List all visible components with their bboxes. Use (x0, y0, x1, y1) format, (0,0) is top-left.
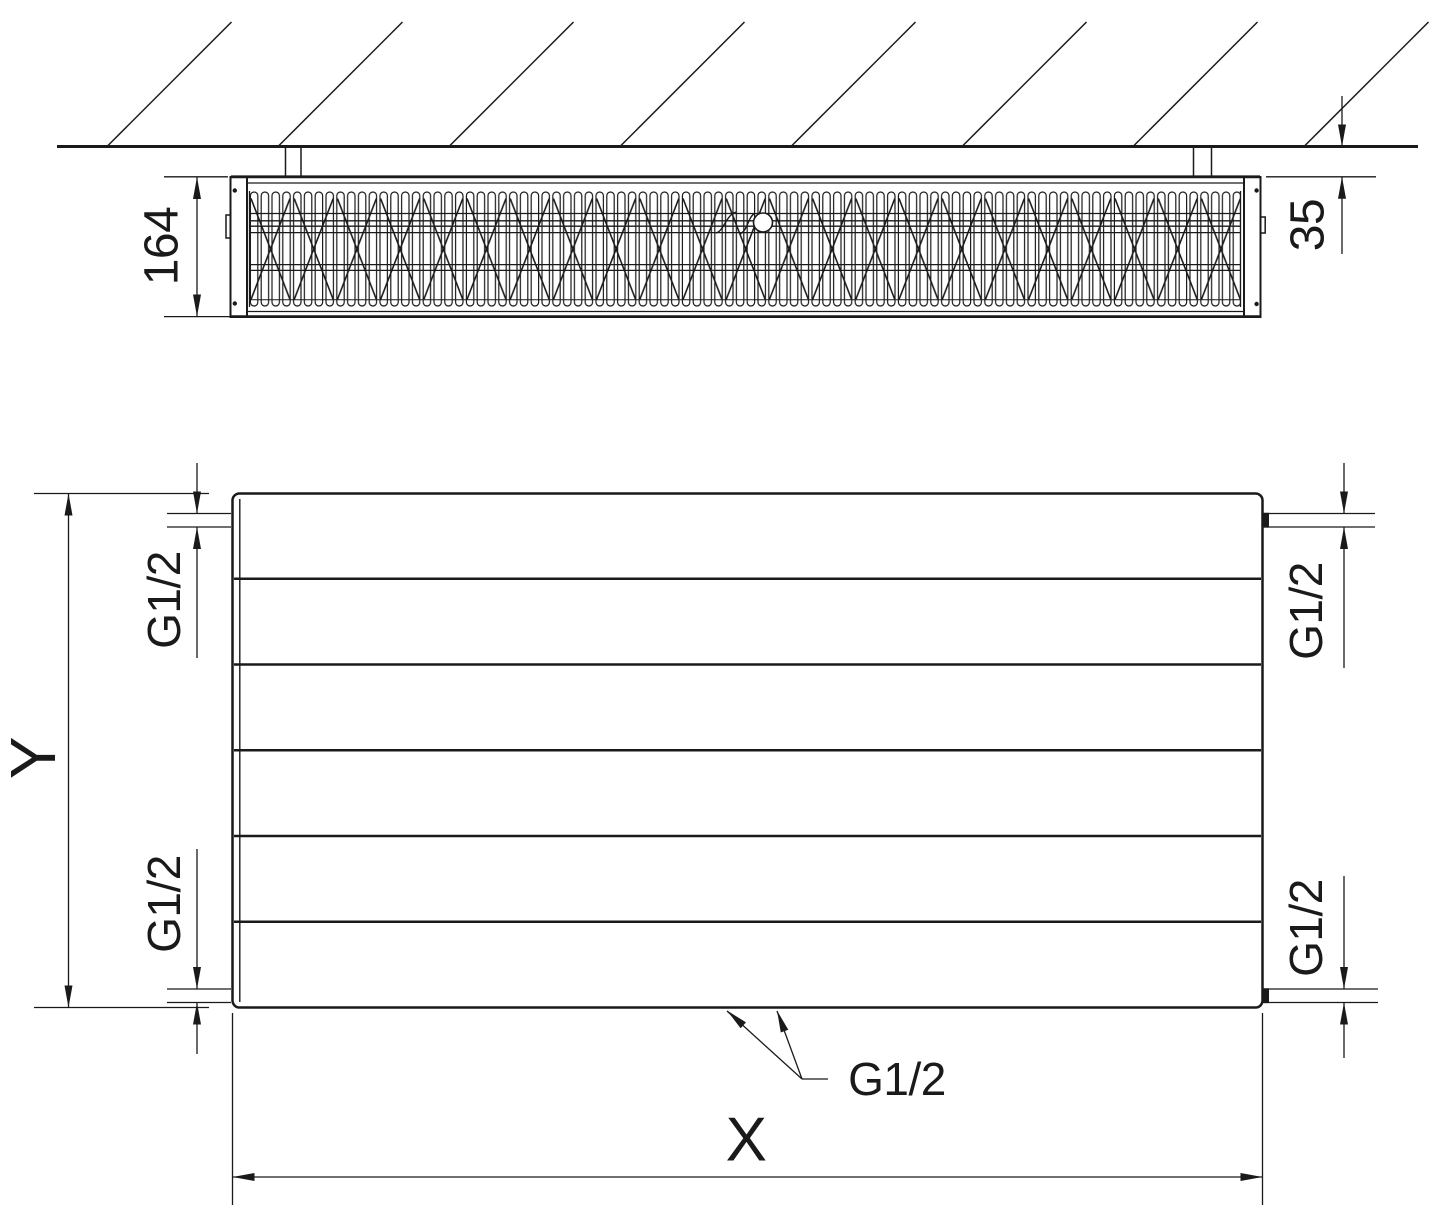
screw-dot (1254, 301, 1259, 307)
front-view: G1/2 G1/2 G1/2 G1/2 (0, 463, 1378, 1205)
thread-label-bottom-right: G1/2 (1280, 879, 1332, 977)
connection-stub-top-right (1263, 512, 1375, 528)
hatch-line (106, 21, 233, 148)
radiator-section-body (225, 175, 1266, 319)
hatch-line (448, 21, 575, 148)
top-view-section: 164 35 (57, 21, 1430, 319)
side-connection-left (225, 214, 232, 239)
wall-clearance-dimension: 35 (1266, 96, 1376, 254)
height-dimension: Y (0, 492, 209, 1009)
panel-groove-lines (234, 577, 1261, 924)
thread-label-top-left: G1/2 (138, 551, 190, 649)
hatch-line (1132, 21, 1259, 148)
hatch-line (790, 21, 917, 148)
thread-dimension-top-right: G1/2 (1280, 463, 1348, 668)
thread-dimension-bottom-left: G1/2 (138, 849, 201, 1054)
wall-clearance-dimension-label: 35 (1282, 199, 1335, 251)
side-connection-right (1259, 216, 1266, 234)
screw-dot (232, 188, 237, 193)
screw-dot (1254, 188, 1259, 193)
connection-stub-bottom-right (1263, 988, 1378, 1004)
hatch-line (961, 21, 1088, 148)
hatch-line (1303, 21, 1430, 148)
end-plate-left (229, 176, 248, 318)
thread-label-bottom-left: G1/2 (138, 855, 190, 953)
bottom-connections-leader: G1/2 (726, 1010, 946, 1105)
thread-label-bottom-center: G1/2 (848, 1053, 946, 1105)
connection-stub-bottom-left (167, 988, 231, 1004)
height-dimension-label: Y (0, 737, 69, 779)
water-channel-lines (250, 212, 1240, 301)
center-joint-detail (715, 211, 774, 235)
mounting-bracket-left (284, 146, 302, 177)
depth-dimension-label: 164 (136, 207, 189, 286)
end-plate-right (1243, 176, 1262, 318)
thread-dimension-bottom-right: G1/2 (1280, 876, 1348, 1058)
depth-dimension: 164 (136, 176, 252, 318)
convector-fin-field (249, 190, 1241, 308)
screw-dot (232, 301, 237, 306)
thread-dimension-top-left: G1/2 (138, 463, 201, 658)
radiator-front-panel (231, 492, 1264, 1009)
hatch-line (619, 21, 746, 148)
mounting-bracket-right (1192, 146, 1213, 177)
width-dimension: X (231, 1013, 1264, 1205)
width-dimension-label: X (726, 1106, 767, 1175)
thread-label-top-right: G1/2 (1280, 562, 1332, 660)
hatch-line (277, 21, 404, 148)
connection-stub-top-left (167, 512, 231, 528)
wall-hatch (106, 21, 1430, 148)
